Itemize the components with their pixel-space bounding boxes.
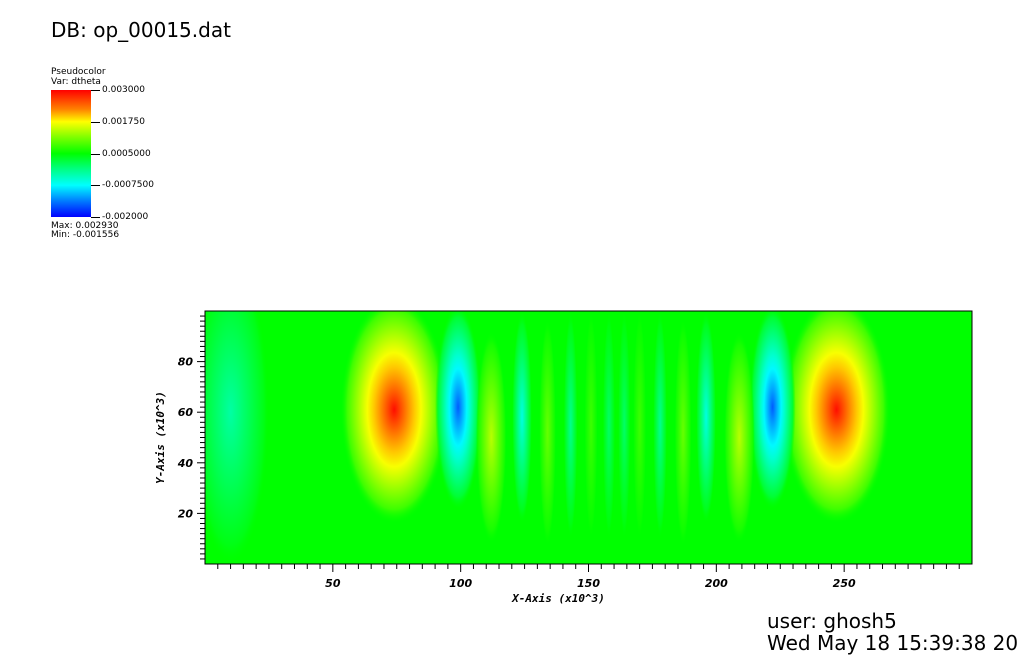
legend-variable: Var: dtheta [51, 77, 101, 87]
legend-tick-label: 0.0005000 [102, 149, 151, 159]
x-tick-label: 100 [449, 577, 472, 590]
y-tick-label: 40 [177, 457, 194, 470]
legend-tick-label: -0.0007500 [102, 180, 154, 190]
negative-anomaly [563, 311, 578, 539]
negative-anomaly [435, 311, 482, 510]
positive-anomaly [539, 318, 557, 547]
axes-layer: 50 100 150 200 250 20 40 60 80 X-Axis (x10^3) Y-Ax… [154, 310, 973, 605]
legend-plot-type: Pseudocolor [51, 67, 106, 77]
y-tick-label: 60 [178, 406, 194, 419]
positive-anomaly [633, 311, 647, 539]
x-tick-label: 150 [577, 577, 600, 590]
positive-anomaly [724, 331, 755, 544]
negative-anomaly [653, 311, 667, 539]
user-name: user: ghosh5 [767, 609, 897, 633]
x-tick-label: 200 [705, 577, 728, 590]
legend-tick-label: 0.001750 [102, 117, 145, 127]
heatmap-layer [205, 311, 972, 564]
negative-anomaly [749, 311, 796, 510]
legend-tick-mark [91, 185, 100, 186]
x-tick-label: 250 [833, 577, 856, 590]
y-tick-label: 20 [178, 507, 194, 520]
legend-tick-label: -0.002000 [102, 212, 149, 222]
positive-anomaly [584, 311, 598, 539]
legend-header: Pseudocolor Var: dtheta [51, 67, 106, 87]
legend-min-label: Min: -0.001556 [51, 230, 120, 240]
negative-anomaly [618, 311, 631, 539]
negative-anomaly [696, 311, 717, 524]
legend-max-label: Max: 0.002930 [51, 221, 119, 231]
legend-color-bar [51, 90, 91, 217]
legend-tick-mark [91, 122, 100, 123]
negative-anomaly [602, 311, 616, 539]
negative-anomaly [205, 311, 269, 564]
legend-tick-mark [91, 154, 100, 155]
legend-minmax: Max: 0.002930 Min: -0.001556 [51, 222, 119, 240]
legend-tick-mark [91, 90, 100, 91]
user-info: user: ghosh5 Wed May 18 15:39:38 20 [767, 610, 1018, 654]
x-tick-label: 50 [325, 577, 341, 590]
positive-anomaly [782, 311, 891, 524]
y-tick-label: 80 [178, 356, 194, 369]
positive-anomaly [674, 318, 692, 547]
legend-tick-label: 0.003000 [102, 85, 145, 95]
positive-anomaly [340, 311, 448, 524]
database-title: DB: op_00015.dat [51, 18, 231, 42]
y-axis-title: Y-Axis (x10^3) [154, 391, 167, 484]
negative-anomaly [512, 311, 532, 524]
legend-tick-mark [91, 217, 100, 218]
render-date: Wed May 18 15:39:38 20 [767, 631, 1019, 655]
x-axis-title: X-Axis (x10^3) [511, 592, 605, 605]
positive-anomaly [476, 331, 507, 544]
